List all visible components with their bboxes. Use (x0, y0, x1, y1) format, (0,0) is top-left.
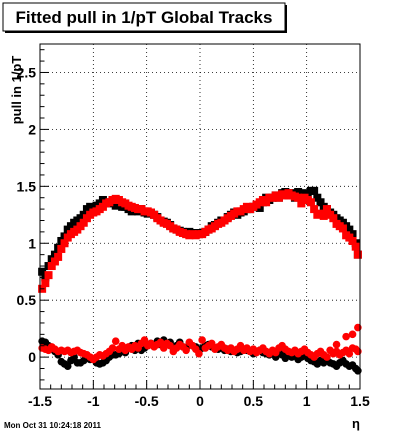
circle-marker (345, 349, 354, 358)
title-box: Fitted pull in 1/pT Global Tracks (2, 2, 287, 33)
square-marker (262, 198, 271, 207)
timestamp: Mon Oct 31 10:24:18 2011 (4, 421, 101, 430)
square-marker (57, 244, 66, 253)
circle-marker (354, 366, 362, 375)
square-marker (319, 211, 328, 220)
circle-marker (195, 349, 203, 358)
circle-marker (354, 323, 362, 332)
square-marker (79, 218, 88, 227)
x-tick-label: -0.5 (135, 393, 159, 409)
circle-marker (207, 339, 216, 348)
square-marker (345, 225, 354, 234)
y-tick-labels: 0 0.5 1 1.5 2 2.5 (17, 64, 37, 365)
x-tick-label: -1 (87, 393, 100, 409)
x-tick-label: 0.5 (244, 393, 264, 409)
circle-marker (332, 340, 341, 349)
x-tick-labels: -1.5 -1 -0.5 0 0.5 1 1.5 (28, 393, 370, 409)
square-marker (313, 193, 322, 202)
square-marker (351, 242, 360, 251)
square-marker (316, 198, 325, 207)
circle-marker (166, 341, 174, 350)
y-tick-label: 1 (28, 235, 36, 251)
square-marker (54, 252, 63, 261)
square-marker (348, 236, 357, 245)
circle-marker (182, 346, 190, 355)
y-tick-label: 2 (28, 121, 36, 137)
circle-marker (140, 336, 149, 344)
square-marker (322, 205, 331, 214)
circle-marker (354, 347, 362, 356)
y-tick-label: 2.5 (17, 64, 37, 80)
title-shadow-right (285, 5, 287, 33)
square-marker (310, 186, 319, 195)
chart-title: Fitted pull in 1/pT Global Tracks (16, 8, 273, 27)
square-marker (306, 198, 315, 207)
circle-marker (348, 330, 357, 339)
square-marker (60, 239, 69, 248)
x-tick-label: 1.5 (350, 393, 370, 409)
title-shadow-bottom (5, 31, 287, 33)
square-marker (50, 257, 59, 266)
title-frame (2, 2, 286, 32)
x-tick-label: 0 (196, 393, 204, 409)
square-marker (294, 193, 303, 202)
square-marker (297, 199, 306, 208)
square-marker (44, 271, 53, 280)
circle-marker (108, 344, 117, 352)
y-tick-label: 0.5 (17, 292, 37, 308)
y-tick-label: 1.5 (17, 178, 37, 194)
series-width-red (38, 189, 362, 293)
square-marker (310, 205, 319, 214)
circle-marker (198, 336, 206, 344)
square-marker (38, 267, 47, 276)
circle-marker (323, 353, 331, 361)
square-marker (338, 224, 347, 233)
square-marker (47, 262, 56, 271)
x-tick-label: -1.5 (28, 393, 52, 409)
circle-marker (342, 332, 350, 341)
y-tick-label: 0 (28, 349, 36, 365)
y-axis-label: pull in 1/pT (9, 56, 24, 125)
square-marker (353, 250, 362, 259)
square-marker (41, 279, 50, 288)
circle-marker (156, 338, 165, 347)
circle-marker (63, 362, 72, 371)
data-points (38, 186, 362, 375)
x-axis-label: η (352, 416, 360, 431)
axis-ticks (39, 49, 361, 389)
x-tick-label: 1 (303, 393, 311, 409)
square-marker (329, 214, 338, 223)
circle-marker (111, 337, 120, 345)
